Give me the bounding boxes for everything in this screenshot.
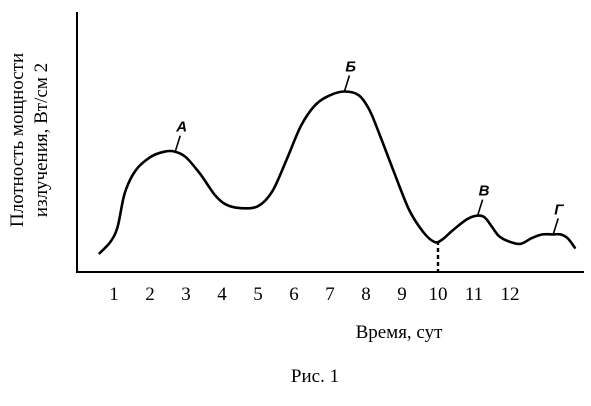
x-axis-label: Время, сут	[356, 322, 444, 343]
x-tick-label: 3	[181, 284, 191, 305]
x-tick-label: 11	[465, 284, 483, 305]
x-tick-label: 5	[253, 284, 263, 305]
x-tick-label: 10	[429, 284, 448, 305]
series-line	[98, 90, 577, 255]
point-leader-line	[552, 218, 559, 235]
point-labels: А Б В Г	[174, 59, 564, 235]
y-axis-label-line1: Плотность мощности	[7, 53, 28, 227]
x-tick-label: 9	[397, 284, 407, 305]
figure-caption: Рис. 1	[291, 366, 339, 387]
point-label: Б	[345, 59, 356, 76]
x-tick-label: 8	[361, 284, 371, 305]
x-tick-label: 7	[325, 284, 335, 305]
point-leader-line	[343, 75, 351, 92]
point-label: В	[479, 183, 490, 200]
y-axis-label-line2: излучения, Вт/см 2	[31, 63, 52, 217]
x-tick-label: 6	[289, 284, 299, 305]
point-label: А	[175, 119, 187, 136]
point-leader-line	[174, 135, 181, 152]
x-tick-label: 12	[501, 284, 520, 305]
point-label: Г	[554, 201, 564, 218]
y-axis-label: Плотность мощности излучения, Вт/см 2	[7, 53, 52, 227]
x-tick-labels: 1 2 3 4 5 6 7 8 9 10 11 12	[109, 284, 519, 305]
axes	[76, 12, 584, 273]
point-leader-line	[476, 199, 484, 216]
x-tick-label: 4	[217, 284, 227, 305]
x-tick-label: 1	[109, 284, 119, 305]
x-tick-label: 2	[145, 284, 155, 305]
